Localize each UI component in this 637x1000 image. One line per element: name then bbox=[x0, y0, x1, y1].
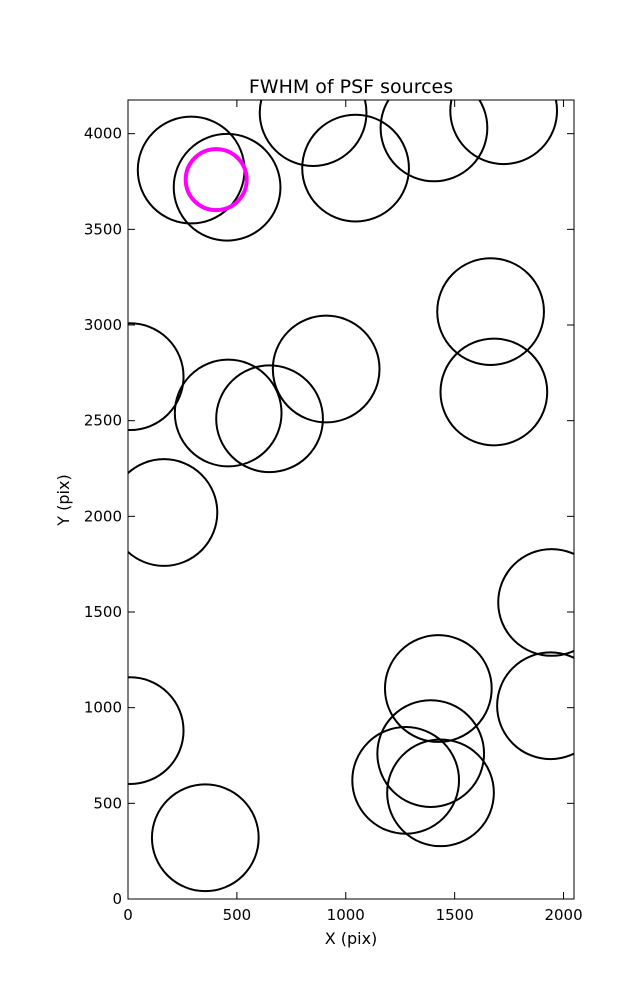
x-tick-label: 500 bbox=[223, 906, 252, 924]
psf-source-marker bbox=[258, 100, 368, 167]
y-tick-label: 2500 bbox=[84, 412, 122, 430]
y-tick-label: 4000 bbox=[84, 125, 122, 143]
psf-source-marker bbox=[439, 337, 549, 447]
y-axis-label: Y (pix) bbox=[54, 474, 73, 526]
psf-source-marker bbox=[379, 100, 489, 183]
y-tick-label: 1500 bbox=[84, 603, 122, 621]
y-tick-label: 500 bbox=[93, 794, 122, 812]
x-tick-label: 0 bbox=[123, 906, 133, 924]
axis-ticks: 0 500 1000 1500 2000 0 500 1000 1500 2000 2500 3000… bbox=[84, 100, 583, 924]
y-tick-label: 0 bbox=[112, 890, 122, 908]
psf-source-marker bbox=[128, 322, 185, 432]
x-tick-label: 1000 bbox=[327, 906, 365, 924]
x-axis-label: X (pix) bbox=[325, 929, 378, 948]
psf-source-marker-highlight bbox=[183, 147, 249, 213]
y-tick-label: 3500 bbox=[84, 220, 122, 238]
psf-source-marker bbox=[449, 100, 558, 166]
data-markers bbox=[128, 100, 574, 893]
y-tick-label: 3000 bbox=[84, 316, 122, 334]
chart-title: FWHM of PSF sources bbox=[249, 76, 453, 98]
psf-source-marker bbox=[386, 738, 495, 848]
psf-source-marker bbox=[271, 314, 381, 424]
psf-source-marker bbox=[128, 458, 219, 567]
x-tick-label: 2000 bbox=[544, 906, 582, 924]
psf-source-marker bbox=[150, 783, 260, 893]
psf-source-marker bbox=[128, 676, 185, 785]
psf-source-marker bbox=[497, 548, 574, 657]
psf-source-marker bbox=[215, 364, 324, 474]
plot-frame bbox=[127, 99, 575, 900]
psf-source-marker bbox=[383, 634, 493, 743]
psf-source-marker bbox=[436, 257, 545, 366]
psf-source-marker bbox=[301, 113, 410, 223]
psf-source-marker bbox=[496, 651, 574, 761]
x-tick-label: 1500 bbox=[436, 906, 474, 924]
y-tick-label: 2000 bbox=[84, 507, 122, 525]
psf-source-marker bbox=[173, 358, 283, 468]
psf-source-marker bbox=[376, 699, 486, 808]
psf-source-marker bbox=[351, 726, 461, 835]
psf-source-marker bbox=[172, 132, 282, 242]
y-tick-label: 1000 bbox=[84, 699, 122, 717]
